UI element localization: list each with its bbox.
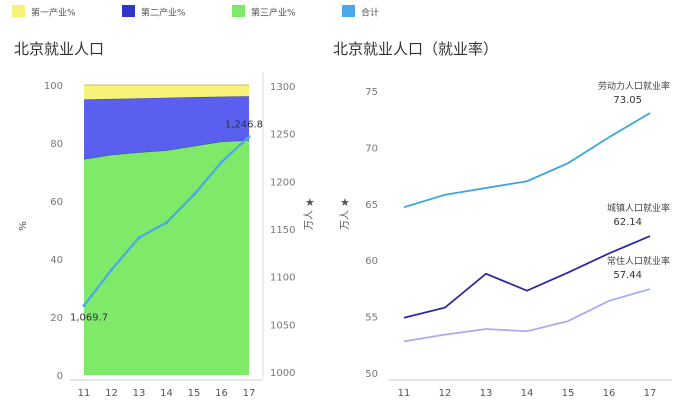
x-tick-label: 14 bbox=[160, 388, 173, 399]
x-tick-label: 13 bbox=[480, 388, 493, 399]
end-value-label: 62.14 bbox=[613, 217, 642, 228]
line-series-1 bbox=[403, 112, 651, 209]
legend-label: 第一产业% bbox=[31, 7, 76, 19]
y2-tick-label: 1250 bbox=[270, 130, 295, 141]
y-tick-label: 100 bbox=[44, 81, 63, 92]
total-point bbox=[137, 235, 141, 240]
x-tick-label: 17 bbox=[644, 388, 657, 399]
x-tick-label: 11 bbox=[398, 388, 411, 399]
data-label: 1,246.8 bbox=[225, 120, 263, 131]
y-tick-label: 40 bbox=[50, 255, 63, 266]
end-value-label: 57.44 bbox=[613, 270, 642, 281]
y-tick-label: 75 bbox=[365, 87, 378, 98]
y2-tick-label: 1100 bbox=[270, 273, 295, 284]
legend-label: 合计 bbox=[361, 7, 379, 19]
y-tick-label: 70 bbox=[365, 143, 378, 154]
y2-tick-label: 1050 bbox=[270, 320, 295, 331]
total-point bbox=[164, 221, 169, 225]
legend-label: 第二产业% bbox=[141, 7, 186, 19]
y-tick-label: 0 bbox=[57, 371, 63, 382]
y-axis-label: % bbox=[18, 221, 29, 231]
pin-icon: ★ bbox=[340, 196, 350, 209]
x-tick-label: 15 bbox=[188, 388, 201, 399]
chart-title: 北京就业人口 bbox=[14, 40, 104, 58]
end-value-label: 73.05 bbox=[613, 95, 642, 106]
line-series-2 bbox=[403, 235, 651, 319]
y-tick-label: 55 bbox=[365, 313, 378, 324]
x-tick-label: 12 bbox=[439, 388, 452, 399]
y-tick-label: 65 bbox=[365, 200, 378, 211]
series-name-label: 城镇人口就业率 bbox=[607, 202, 670, 214]
legend-swatch bbox=[122, 5, 135, 17]
y-axis-label: 万人 bbox=[339, 210, 351, 230]
x-tick-label: 15 bbox=[562, 388, 575, 399]
x-tick-label: 16 bbox=[603, 388, 616, 399]
x-tick-label: 14 bbox=[521, 388, 534, 399]
y-tick-label: 80 bbox=[50, 139, 63, 150]
y-tick-label: 60 bbox=[50, 197, 63, 208]
area-series-2 bbox=[84, 96, 249, 159]
total-point bbox=[247, 135, 251, 139]
total-point bbox=[219, 160, 224, 164]
x-tick-label: 11 bbox=[78, 388, 91, 399]
total-point bbox=[109, 268, 114, 272]
y2-tick-label: 1300 bbox=[270, 82, 295, 93]
legend-swatch bbox=[342, 5, 355, 17]
total-point bbox=[192, 192, 196, 197]
series-name-label: 劳动力人口就业率 bbox=[598, 80, 670, 92]
x-tick-label: 13 bbox=[133, 388, 146, 399]
y2-tick-label: 1200 bbox=[270, 177, 295, 188]
y2-tick-label: 1000 bbox=[270, 368, 295, 379]
x-tick-label: 17 bbox=[243, 388, 256, 399]
chart-title: 北京就业人口（就业率） bbox=[333, 40, 498, 58]
area-series-1 bbox=[84, 140, 249, 375]
y-tick-label: 60 bbox=[365, 256, 378, 267]
area-series-3 bbox=[84, 85, 249, 100]
series-name-label: 常住人口就业率 bbox=[607, 255, 670, 267]
y2-tick-label: 1150 bbox=[270, 225, 295, 236]
y-tick-label: 50 bbox=[365, 369, 378, 380]
line-series-3 bbox=[403, 288, 651, 343]
y-tick-label: 20 bbox=[50, 313, 63, 324]
total-point bbox=[82, 303, 86, 308]
x-tick-label: 12 bbox=[105, 388, 118, 399]
pin-icon: ★ bbox=[305, 196, 315, 209]
legend-swatch bbox=[12, 5, 25, 17]
legend-swatch bbox=[232, 5, 245, 17]
data-label: 1,069.7 bbox=[70, 313, 108, 324]
y2-axis-label: 万人 bbox=[303, 210, 315, 230]
x-tick-label: 16 bbox=[215, 388, 228, 399]
legend-label: 第三产业% bbox=[251, 7, 296, 19]
